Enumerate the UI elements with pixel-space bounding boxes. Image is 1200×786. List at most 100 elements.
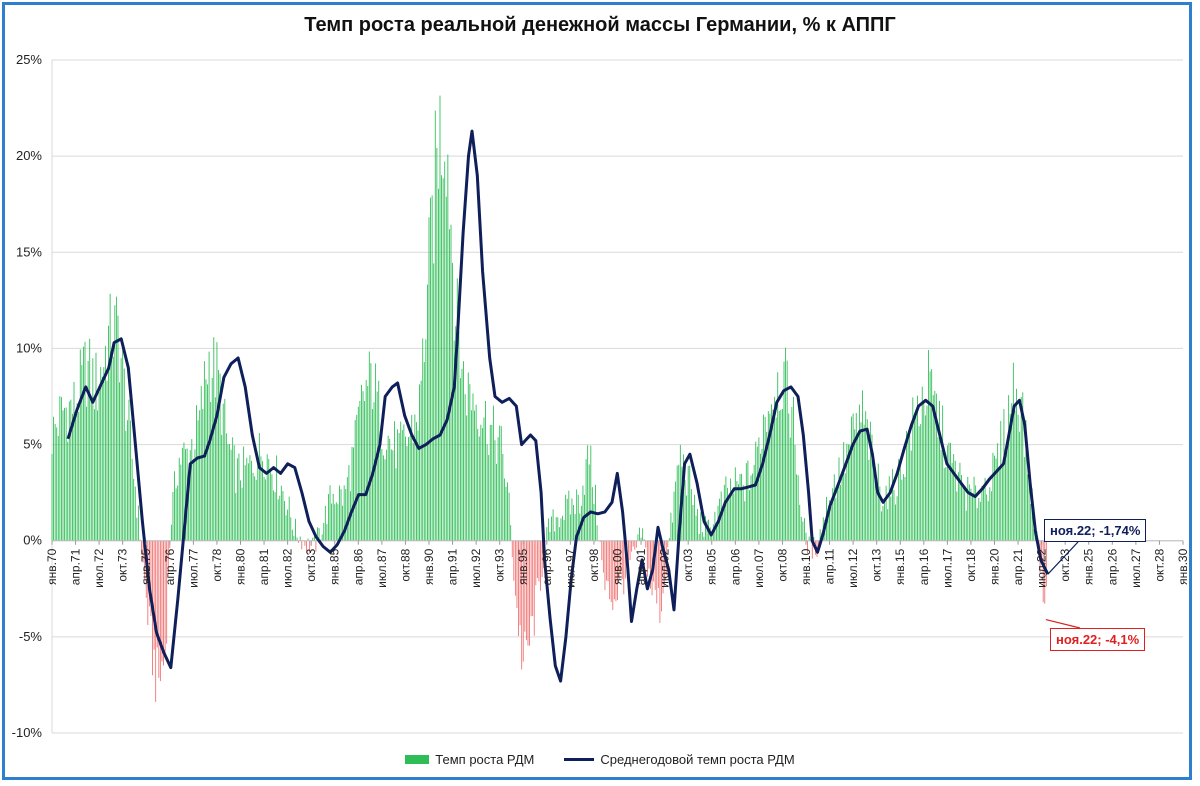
bar-rdm [317,527,318,541]
bar-rdm [481,428,483,541]
bar-rdm [100,366,102,541]
bar-rdm [907,438,909,541]
bar-rdm [989,487,991,541]
bar-rdm [497,437,499,541]
bar-rdm [417,430,419,541]
bar-rdm [464,394,466,541]
bar-rdm [780,409,782,541]
bar-rdm [232,437,234,541]
bar-rdm [470,410,472,541]
bar-rdm [488,455,490,541]
x-tick-label: июл.82 [281,548,295,587]
bar-rdm [166,540,168,644]
bar-rdm [569,514,571,541]
bar-rdm [1005,454,1006,541]
x-tick-label: янв.70 [45,548,59,585]
bar-rdm [703,536,705,541]
bar-rdm [551,516,552,541]
bar-rdm [474,410,475,541]
y-tick-label: -10% [12,725,43,740]
bar-rdm [485,400,486,541]
x-tick-label: апр.81 [257,548,271,585]
bar-rdm [510,525,512,541]
bar-rdm [106,380,108,541]
bar-rdm [51,454,53,541]
bar-rdm [419,384,421,541]
bar-rdm [573,505,574,541]
bar-rdm [639,527,640,541]
bar-rdm [266,454,268,541]
x-tick-label: янв.80 [234,548,248,585]
bar-rdm [854,429,856,541]
bar-rdm [805,532,807,541]
bar-rdm [998,467,1000,541]
bar-rdm [923,403,925,541]
bar-rdm [376,391,378,541]
bar-rdm [596,525,598,541]
bar-rdm [541,540,543,578]
bar-rdm [53,416,55,541]
bar-rdm [692,504,694,541]
bar-rdm [262,461,263,541]
bar-rdm [89,338,91,541]
bar-rdm [467,372,469,541]
bar-rdm [356,414,358,541]
bar-rdm [458,331,460,541]
bar-rdm [57,435,59,541]
x-tick-label: апр.26 [1105,548,1119,585]
bar-rdm [82,346,84,541]
bar-rdm [343,485,345,541]
bar-rdm [271,474,273,541]
bar-rdm [379,445,381,541]
bar-rdm [525,540,527,641]
bar-rdm [876,478,878,541]
bar-rdm [990,491,992,541]
bar-rdm [887,509,889,541]
x-tick-label: апр.21 [1011,548,1025,585]
bar-rdm [90,398,92,541]
bar-rdm [92,358,94,541]
bar-rdm [565,494,567,541]
bar-rdm [645,540,647,548]
bar-rdm [130,420,131,541]
bar-rdm [606,540,607,581]
x-tick-label: окт.98 [587,548,601,581]
y-axis-ticks: 25% 20% 15% 10% 5% 0% -5% -10% [12,52,43,740]
bar-rdm [128,399,130,541]
x-tick-label: окт.18 [964,548,978,581]
bar-rdm [964,489,966,541]
bar-rdm [434,110,436,541]
bar-rdm [405,436,406,541]
bar-rdm [783,361,785,541]
y-tick-label: 15% [16,244,42,259]
bar-rdm [101,376,103,541]
bar-rdm [202,408,204,541]
bar-rdm [235,492,237,541]
x-tick-label: янв.30 [1176,548,1190,585]
bar-rdm [108,325,109,541]
bar-rdm [1006,440,1008,541]
bar-rdm [455,326,457,541]
bar-rdm [690,489,692,541]
bar-rdm [238,453,240,541]
bar-rdm [345,489,347,541]
bar-rdm [895,504,896,541]
bar-rdm [361,384,362,541]
bar-rdm [893,489,895,541]
bar-rdm [884,501,885,541]
bar-rdm [218,369,219,541]
bar-rdm [337,504,339,541]
bar-rdm [230,449,232,541]
bar-rdm [953,454,955,541]
bar-rdm [75,414,76,541]
bar-rdm [351,446,353,541]
bar-rdm [181,447,183,541]
bar-rdm [799,504,801,541]
bar-rdm [111,359,113,541]
bar-rdm [981,485,983,541]
bar-rdm [997,443,999,541]
bar-rdm [599,540,601,542]
bar-rdm [613,540,615,600]
bar-rdm [928,350,929,541]
bar-rdm [858,404,860,541]
